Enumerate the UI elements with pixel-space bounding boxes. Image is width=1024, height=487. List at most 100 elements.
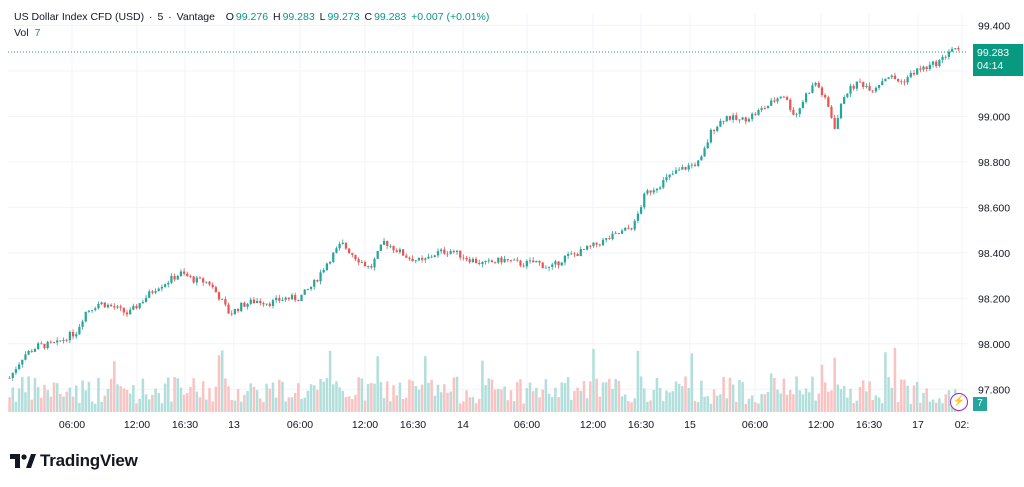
volume-bar [379,381,383,412]
candle-body [94,308,97,311]
candle-body [493,262,497,263]
lightning-icon[interactable]: ⚡ [950,393,968,411]
volume-bar [601,382,605,412]
candle-body [725,116,728,122]
candle-body [427,256,430,259]
volume-bar [465,390,468,412]
candle-body [81,321,84,327]
volume-bar [414,386,418,412]
candle-body [938,59,941,67]
volume-bar [947,390,951,412]
volume-bar [366,384,370,412]
interval-label[interactable]: 5 [157,11,164,23]
volume-bar [265,383,268,412]
x-tick-label: 13 [228,419,240,431]
volume-bar [865,391,868,412]
candle-body [528,260,532,262]
volume-bar [541,389,544,412]
volume-bar [306,390,310,412]
volume-bar [598,396,602,412]
volume-bar [763,394,767,412]
candle-body [398,249,402,253]
volume-bar [373,383,376,412]
candle-body [17,364,21,370]
volume-bar [906,385,909,412]
volume-bar [890,387,894,412]
candle-body [275,297,278,301]
volume-bar [398,382,402,412]
x-tick-label: 12:00 [124,419,150,431]
volume-bar [709,403,713,412]
volume-bar [52,382,56,412]
candle-body [912,72,916,75]
candle-body [792,109,795,115]
candle-body [221,299,224,300]
candle-body [59,340,62,342]
close-label: C [364,11,373,23]
volume-bar [474,403,478,412]
volume-bar [928,401,932,412]
volume-bar [135,403,138,412]
volume-bar [404,397,408,412]
volume-bar [27,376,30,412]
volume-bar [160,403,164,412]
high-value: 99.283 [282,11,315,23]
volume-bar [74,385,78,412]
volume-bar [855,400,859,412]
x-tick-label: 16:30 [172,419,198,431]
volume-bar [62,396,65,412]
last-price-tag: 99.283 04:14 [973,44,1023,76]
candle-body [309,286,313,289]
volume-bar [284,401,287,412]
candle-body [446,253,449,255]
volume-label[interactable]: Vol [14,27,29,39]
volume-bar [566,377,570,412]
candle-body [576,253,579,257]
volume-bar [354,394,357,412]
candle-body [351,253,354,255]
volume-bar [173,376,176,412]
candle-body [281,299,284,301]
candle-body [284,297,287,300]
candle-body [890,75,893,78]
candle-body [893,75,897,80]
volume-bar [208,388,211,412]
volume-bar [186,393,189,412]
candle-body [573,253,576,255]
volume-bar [236,389,240,412]
candle-body [68,331,71,341]
candle-body [935,61,938,67]
symbol-legend: US Dollar Index CFD (USD) · 5 · Vantage … [14,11,490,23]
open-value: 99.276 [235,11,269,23]
candle-body [236,308,240,312]
candle-body [148,291,151,298]
volume-bar [839,389,843,412]
volume-bar [738,380,741,412]
volume-bar [14,401,18,412]
candle-body [503,259,506,263]
candle-body [243,302,246,307]
volume-bar [639,376,643,412]
volume-bar [125,389,129,412]
price-chart[interactable]: 99.40099.20099.00098.80098.60098.40098.2… [0,0,1024,440]
volume-bar [239,401,243,412]
candle-body [843,97,846,104]
candle-body [405,255,408,258]
candle-body [814,83,817,86]
candle-body [824,95,827,98]
tradingview-logo[interactable]: TradingView [10,451,138,471]
volume-bar [141,378,145,412]
x-tick-label: 12:00 [580,419,606,431]
volume-bar [274,397,278,412]
candle-body [287,297,290,300]
volume-bar [17,388,21,412]
symbol-name[interactable]: US Dollar Index CFD (USD) [14,11,145,23]
volume-bar [43,384,46,412]
low-value: 99.273 [327,11,360,23]
volume-bar [11,387,15,412]
candle-body [459,250,462,258]
candle-body [858,81,862,83]
candle-body [589,245,592,247]
candle-body [363,262,367,267]
volume-bar [595,378,598,412]
